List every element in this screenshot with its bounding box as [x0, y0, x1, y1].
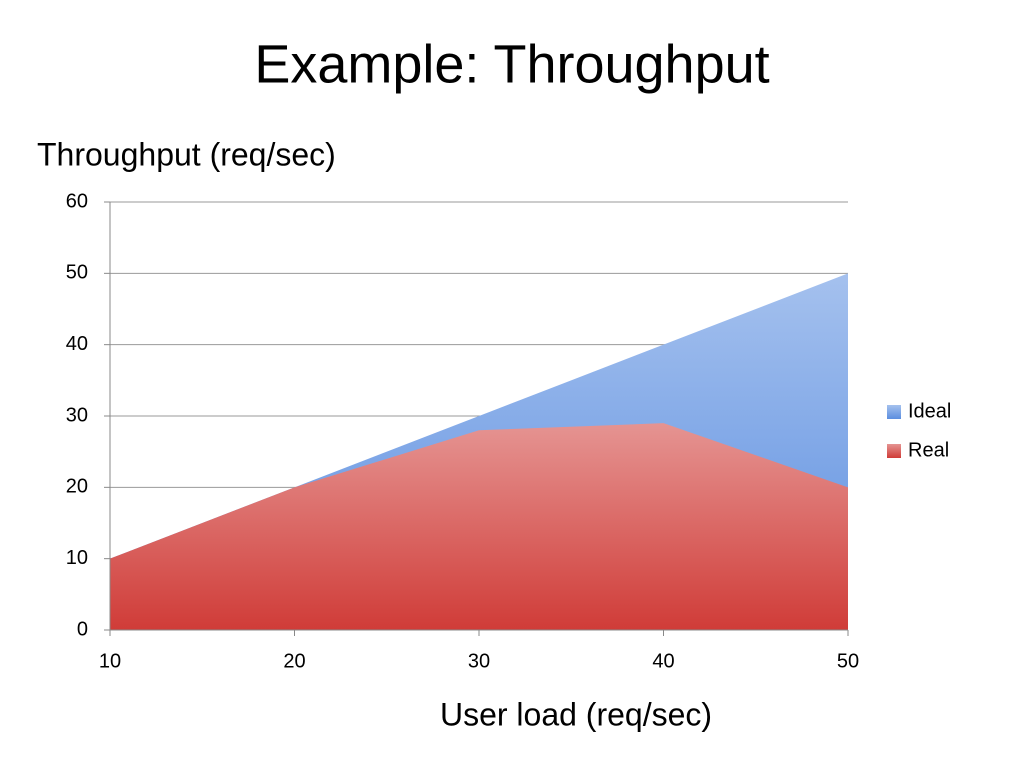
y-tick-label: 30	[66, 404, 88, 426]
y-tick-label: 20	[66, 476, 88, 498]
y-tick-label: 60	[66, 190, 88, 212]
y-tick-label: 0	[77, 618, 88, 640]
x-tick-label: 10	[99, 650, 121, 672]
y-tick-label: 10	[66, 547, 88, 569]
legend-swatch	[887, 405, 901, 419]
y-tick-label: 50	[66, 262, 88, 284]
x-tick-label: 30	[468, 650, 490, 672]
x-axis-label: User load (req/sec)	[440, 696, 712, 732]
x-tick-label: 20	[283, 650, 305, 672]
slide-title: Example: Throughput	[254, 34, 769, 94]
legend-swatch	[887, 444, 901, 458]
x-tick-label: 40	[652, 650, 674, 672]
x-tick-label: 50	[837, 650, 859, 672]
area	[110, 423, 848, 630]
legend-label: Ideal	[908, 400, 951, 422]
y-axis-label: Throughput (req/sec)	[37, 136, 336, 172]
y-tick-label: 40	[66, 333, 88, 355]
legend-label: Real	[908, 439, 949, 461]
